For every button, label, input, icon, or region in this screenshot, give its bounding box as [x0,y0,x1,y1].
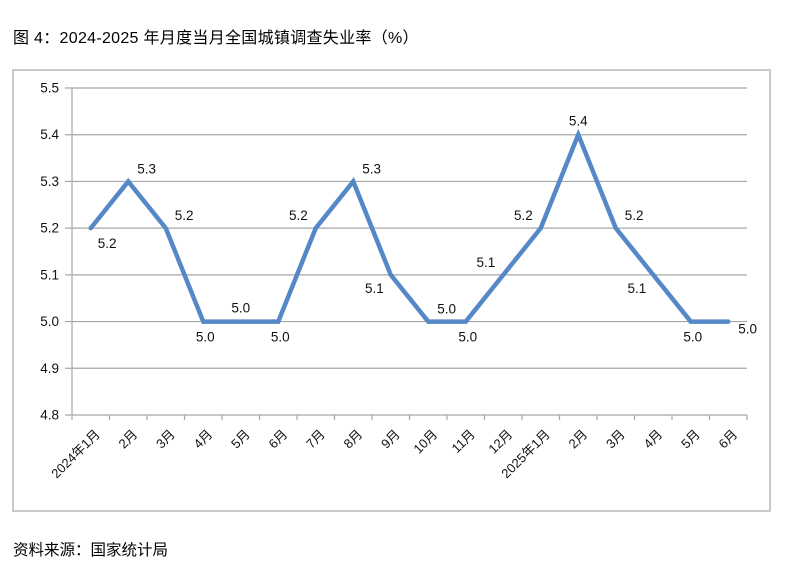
data-label: 5.4 [569,114,588,129]
data-label: 5.2 [625,208,644,223]
x-tick-label: 4月 [640,427,665,452]
x-tick-label: 10月 [410,427,440,457]
data-label: 5.0 [458,330,477,345]
x-tick-label: 3月 [153,427,178,452]
y-tick-label: 5.3 [40,174,59,189]
x-tick-label: 6月 [715,427,740,452]
series-line-unemployment-rate [88,128,731,324]
data-label: 5.0 [437,302,456,317]
x-tick-label: 9月 [378,427,403,452]
unemployment-rate-line-chart: 5.5 5.4 5.3 5.2 5.1 5.0 4.9 4.8 2024年1月 2月 3月 4月 5月 6… [40,81,757,482]
x-tick-label: 11月 [449,427,478,456]
data-label: 5.0 [231,301,250,316]
x-tick-label: 5月 [678,427,703,452]
data-label: 5.3 [137,161,156,176]
y-tick-label: 5.1 [40,267,59,282]
x-tick-label: 2月 [115,427,140,452]
y-tick-label: 5.0 [40,314,59,329]
data-label: 5.2 [98,236,117,251]
data-label: 5.1 [476,255,495,270]
x-tick-label: 2024年1月 [48,427,103,482]
x-tick-label: 5月 [228,427,253,452]
data-label: 5.0 [683,330,702,345]
source-note: 资料来源：国家统计局 [13,542,169,559]
x-tick-label: 4月 [190,427,215,452]
chart-frame: 5.5 5.4 5.3 5.2 5.1 5.0 4.9 4.8 2024年1月 2月 3月 4月 5月 6… [12,69,771,512]
data-label: 5.0 [738,322,757,337]
x-tick-label: 8月 [340,427,365,452]
y-tick-label: 5.4 [40,127,59,142]
y-tick-label: 4.9 [40,361,59,376]
x-tick-label: 6月 [265,427,290,452]
y-tick-label: 4.8 [40,408,59,423]
x-tick-label: 12月 [485,427,515,457]
data-label: 5.0 [271,330,290,345]
data-label: 5.1 [627,281,646,296]
data-label: 5.0 [196,330,215,345]
x-tick-label: 2月 [565,427,590,452]
data-label: 5.2 [514,208,533,223]
y-tick-label: 5.5 [40,81,59,96]
x-tick-label: 7月 [303,427,328,452]
x-tick-label: 3月 [603,427,628,452]
data-label: 5.2 [175,208,194,223]
data-label: 5.1 [365,281,384,296]
data-label: 5.3 [362,161,381,176]
data-label: 5.2 [289,208,308,223]
figure-title: 图 4：2024-2025 年月度当月全国城镇调查失业率（%） [13,30,419,47]
y-tick-label: 5.2 [40,221,59,236]
